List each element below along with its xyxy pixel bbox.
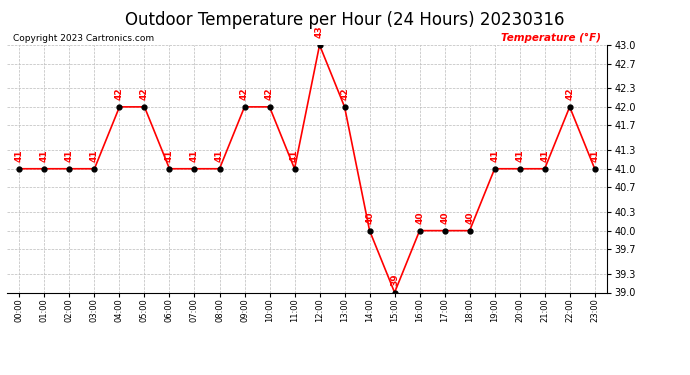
Text: Outdoor Temperature per Hour (24 Hours) 20230316: Outdoor Temperature per Hour (24 Hours) … [126,11,564,29]
Text: 40: 40 [365,211,374,223]
Text: 41: 41 [165,149,174,162]
Text: 41: 41 [490,149,499,162]
Text: 41: 41 [40,149,49,162]
Text: 41: 41 [190,149,199,162]
Text: 39: 39 [390,273,399,285]
Text: 42: 42 [240,87,249,100]
Text: 42: 42 [265,87,274,100]
Text: 41: 41 [515,149,524,162]
Text: 43: 43 [315,26,324,38]
Text: 41: 41 [540,149,549,162]
Text: 41: 41 [590,149,599,162]
Text: 42: 42 [565,87,574,100]
Text: 40: 40 [465,211,474,223]
Text: 40: 40 [415,211,424,223]
Text: Temperature (°F): Temperature (°F) [501,33,601,42]
Text: 41: 41 [215,149,224,162]
Text: 41: 41 [15,149,24,162]
Text: 42: 42 [340,87,349,100]
Text: 42: 42 [140,87,149,100]
Text: Copyright 2023 Cartronics.com: Copyright 2023 Cartronics.com [13,33,154,42]
Text: 41: 41 [290,149,299,162]
Text: 41: 41 [65,149,74,162]
Text: 42: 42 [115,87,124,100]
Text: 40: 40 [440,211,449,223]
Text: 41: 41 [90,149,99,162]
